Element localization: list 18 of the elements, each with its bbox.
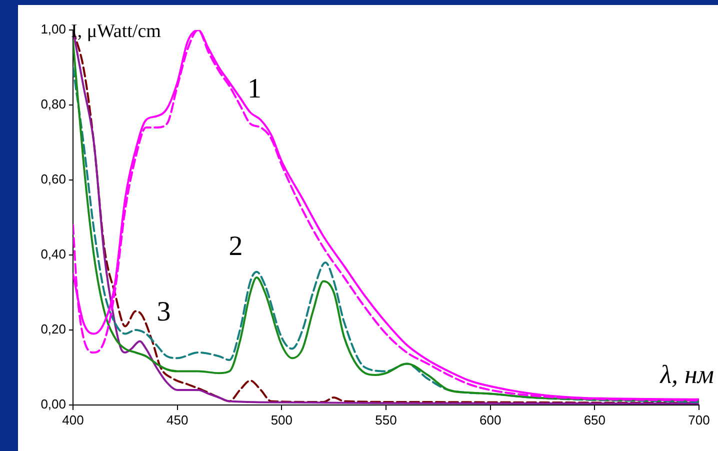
x-tick-label: 650 [584, 412, 606, 428]
x-tick-label: 400 [62, 412, 84, 428]
x-tick-label: 700 [688, 412, 710, 428]
x-tick-label: 550 [375, 412, 397, 428]
x-tick-label: 450 [166, 412, 188, 428]
x-tick-label: 600 [479, 412, 502, 428]
annotation: 2 [228, 230, 243, 262]
y-tick-label: 0,20 [40, 322, 66, 337]
y-axis-title: I, μWatt/cm [71, 20, 162, 42]
y-tick-label: 1,00 [40, 22, 66, 37]
y-tick-label: 0,00 [40, 396, 66, 412]
y-tick-label: 0,40 [40, 246, 66, 262]
y-tick-label: 0,60 [40, 172, 66, 187]
annotation: 3 [156, 296, 171, 328]
x-tick-label: 500 [270, 412, 293, 428]
y-tick-label: 0,80 [40, 96, 66, 112]
x-axis-title: λ, нм [659, 360, 714, 389]
annotation: 1 [248, 73, 262, 104]
